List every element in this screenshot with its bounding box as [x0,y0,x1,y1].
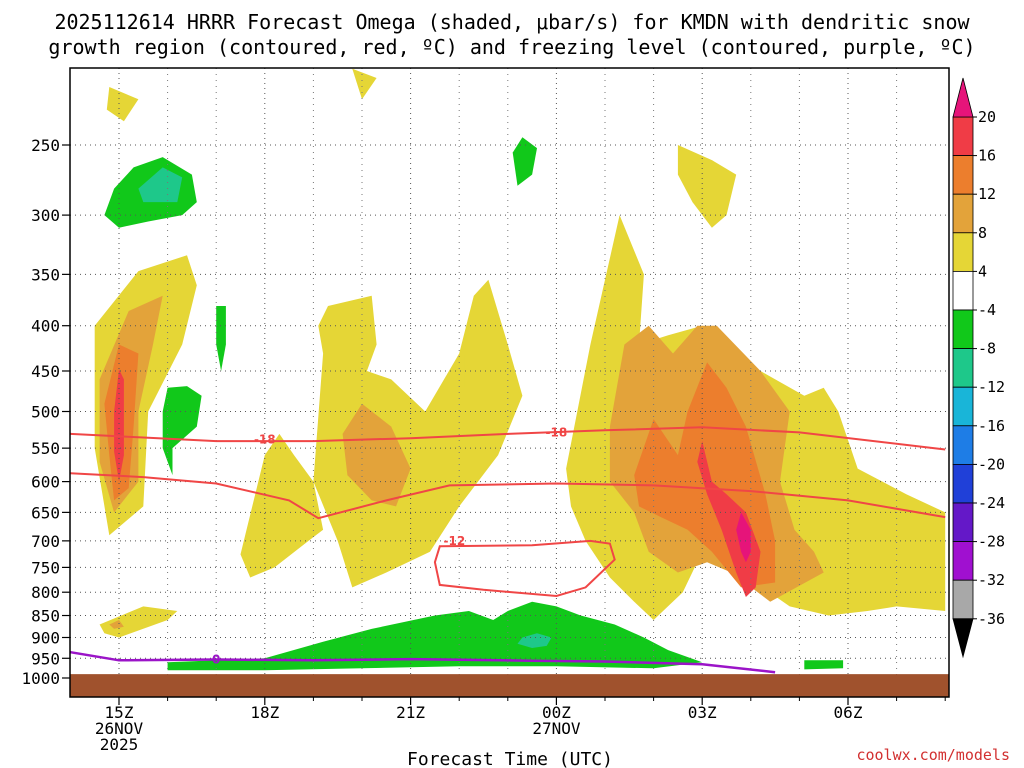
plot-frame [69,67,950,698]
omega-region-green [512,137,537,186]
y-axis: 250 300 350 400 450 500 550 600 650 700 750 800 850 9… [21,136,70,688]
omega-region-yellow [240,433,324,578]
omega-region-green [162,386,202,476]
dgz-contour-minus18 [70,426,946,451]
omega-region-green [167,601,703,671]
colorbar-band [952,541,974,581]
omega-region-gold [342,403,411,507]
omega-region-green [216,306,226,371]
colorbar-label: -32 [978,571,1005,589]
colorbar: 20 16 12 8 4 -4 -8 -12 -16 -20 -24 -28 -32 -36 [952,77,1005,659]
contour-layer: -18 -18 -12 0 [70,425,946,674]
colorbar-label: -20 [978,455,1005,473]
colorbar-label: 4 [978,262,987,280]
dgz-contour-minus12-upper [70,472,946,520]
omega-region-yellow [99,606,178,638]
colorbar-label: -8 [978,340,996,358]
contour-label-minus18: -18 [546,425,568,439]
colorbar-band [952,193,974,234]
contour-label-minus12: -12 [443,534,465,548]
omega-region-red [114,369,124,482]
x-tick-label: 2025 [100,735,139,754]
colorbar-label: 20 [978,108,996,126]
chart-title-line-1: 2025112614 HRRR Forecast Omega (shaded, … [54,10,970,34]
omega-region-gold [109,620,124,629]
ground-layer [70,674,949,697]
y-tick-label-750: 750 [31,558,60,577]
contour-label-freezing: 0 [212,652,220,666]
chart-title-line-2: growth region (contoured, red, ºC) and f… [48,35,975,59]
x-tick-label: 26NOV [95,719,144,738]
x-tick-label: 27NOV [532,719,581,738]
y-tick-label-850: 850 [31,607,60,626]
y-tick-label-350: 350 [31,265,60,284]
colorbar-band [952,309,974,349]
y-tick-label-650: 650 [31,503,60,522]
colorbar-band [952,463,974,504]
y-tick-label-1000: 1000 [21,669,60,688]
x-axis-label: Forecast Time (UTC) [407,749,613,768]
omega-region-yellow [106,87,139,122]
colorbar-label: 12 [978,185,996,203]
x-tick-label: 21Z [396,703,425,722]
y-tick-label-950: 950 [31,649,60,668]
colorbar-label: 8 [978,224,987,242]
omega-shading-layer [94,68,946,671]
colorbar-band [952,425,974,465]
credit-text[interactable]: coolwx.com/models [856,746,1010,764]
y-tick-label-600: 600 [31,473,60,492]
colorbar-label: -12 [978,378,1005,396]
omega-region-yellow [313,279,523,588]
colorbar-label: -28 [978,533,1005,551]
contour-label-minus18: -18 [254,433,276,447]
y-tick-label-550: 550 [31,439,60,458]
y-tick-label-900: 900 [31,628,60,647]
x-tick-label: 03Z [688,703,717,722]
colorbar-band [952,502,974,542]
colorbar-band [952,579,974,620]
colorbar-label: -16 [978,417,1005,435]
y-tick-label-400: 400 [31,317,60,336]
y-tick-label-250: 250 [31,136,60,155]
omega-region-teal [517,633,552,648]
ground-surface [70,674,949,697]
colorbar-band [952,348,974,388]
omega-region-yellow [464,353,469,388]
omega-region-yellow [677,145,737,228]
x-tick-label: 15Z [105,703,134,722]
colorbar-label: -4 [978,301,996,319]
x-tick-label: 06Z [834,703,863,722]
colorbar-bottom-arrow [952,618,974,659]
colorbar-band [952,270,974,311]
freezing-level-contour [70,650,776,674]
omega-region-teal [138,167,183,203]
colorbar-top-arrow [952,77,974,118]
y-tick-label-500: 500 [31,403,60,422]
colorbar-band [952,155,974,195]
omega-region-yellow [352,68,377,100]
colorbar-band [952,386,974,427]
colorbar-band [952,116,974,156]
y-tick-label-300: 300 [31,206,60,225]
x-tick-label: 18Z [250,703,279,722]
y-tick-label-700: 700 [31,532,60,551]
x-tick-label: 00Z [542,703,571,722]
colorbar-label: 16 [978,147,996,165]
omega-region-magenta [736,512,751,563]
colorbar-label: -24 [978,494,1005,512]
y-tick-label-450: 450 [31,362,60,381]
dgz-contour-minus12-loop [433,539,616,598]
colorbar-label: -36 [978,610,1005,628]
colorbar-band [952,232,974,272]
omega-region-green [804,660,844,670]
y-tick-label-800: 800 [31,583,60,602]
